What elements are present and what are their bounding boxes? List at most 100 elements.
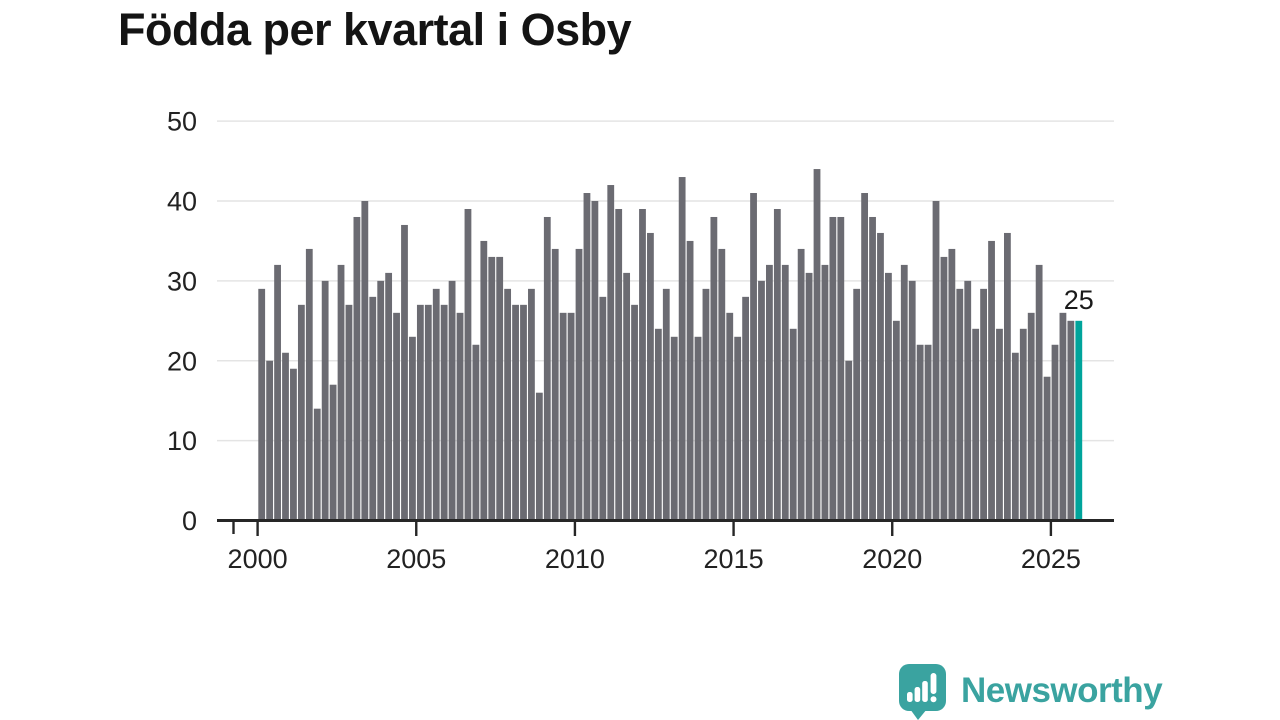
y-tick-label: 10 xyxy=(167,426,197,456)
bar xyxy=(726,312,734,521)
bar xyxy=(416,304,424,521)
bar xyxy=(805,272,813,521)
bar xyxy=(956,288,964,521)
x-tick-label: 2010 xyxy=(545,544,605,574)
chart-title: Födda per kvartal i Osby xyxy=(118,4,632,55)
bar xyxy=(282,352,289,521)
bar xyxy=(472,344,480,521)
bar xyxy=(924,344,932,521)
bar xyxy=(321,280,329,521)
bar xyxy=(988,240,995,521)
newsworthy-logo-icon xyxy=(899,664,946,720)
bar xyxy=(535,392,543,521)
bar xyxy=(464,208,472,521)
bar xyxy=(654,328,662,521)
bar xyxy=(297,304,305,521)
bar xyxy=(813,169,821,521)
bar xyxy=(290,368,297,521)
bar xyxy=(520,304,527,521)
bar xyxy=(861,193,869,521)
y-tick-label: 30 xyxy=(167,266,197,296)
bar xyxy=(266,360,274,521)
bar xyxy=(1027,312,1035,521)
bar xyxy=(734,336,742,521)
bar xyxy=(1035,264,1043,521)
x-tick-label: 2000 xyxy=(228,544,288,574)
bar xyxy=(853,288,861,521)
y-tick-label: 0 xyxy=(182,506,197,536)
x-tick-label: 2020 xyxy=(862,544,922,574)
y-tick-label: 20 xyxy=(167,346,197,376)
bar xyxy=(1004,232,1011,521)
bar xyxy=(639,208,646,521)
bar xyxy=(821,264,829,521)
bar xyxy=(718,248,726,521)
bar xyxy=(1067,320,1075,521)
bar xyxy=(377,280,385,521)
bar xyxy=(504,288,512,521)
bar xyxy=(313,408,321,521)
bar xyxy=(900,264,908,521)
x-tick-label: 2005 xyxy=(386,544,446,574)
bar xyxy=(829,216,837,521)
bar xyxy=(797,248,805,521)
bar xyxy=(710,216,718,521)
bar xyxy=(488,256,496,521)
bar xyxy=(409,336,416,521)
x-tick-label: 2015 xyxy=(704,544,764,574)
bar xyxy=(972,328,980,521)
bar xyxy=(1019,328,1027,521)
bar xyxy=(908,280,916,521)
bar xyxy=(1043,376,1051,521)
bar xyxy=(448,280,456,521)
bar xyxy=(885,272,892,521)
bar xyxy=(369,296,377,521)
bar xyxy=(528,288,535,521)
y-tick-label: 40 xyxy=(167,187,197,217)
bar xyxy=(742,296,750,521)
bar xyxy=(258,288,266,521)
bar xyxy=(440,304,448,521)
bar xyxy=(623,272,631,521)
bar xyxy=(512,304,519,521)
bar xyxy=(916,344,924,521)
bar xyxy=(948,248,956,521)
bar xyxy=(393,312,400,521)
bar xyxy=(337,264,345,521)
bar xyxy=(353,216,361,521)
bar xyxy=(305,248,313,521)
bar xyxy=(869,216,876,521)
bar xyxy=(750,193,757,521)
bar xyxy=(345,304,353,521)
bar xyxy=(591,201,599,521)
bar xyxy=(964,280,972,521)
bar xyxy=(758,280,765,521)
x-tick-label: 2025 xyxy=(1021,544,1081,574)
annotation-label: 25 xyxy=(1064,285,1094,315)
bar xyxy=(980,288,987,521)
highlighted-bar xyxy=(1075,320,1083,521)
bar xyxy=(694,336,702,521)
bar xyxy=(607,185,615,521)
bar xyxy=(543,216,551,521)
bar xyxy=(567,312,575,521)
bar xyxy=(789,328,797,521)
bar xyxy=(559,312,567,521)
newsworthy-logo-text: Newsworthy xyxy=(961,671,1163,710)
bar xyxy=(480,240,488,521)
bar xyxy=(647,232,654,521)
bar xyxy=(670,336,678,521)
y-tick-label: 50 xyxy=(167,107,197,137)
bar xyxy=(583,193,591,521)
bar xyxy=(1011,352,1019,521)
bar xyxy=(432,288,440,521)
bar xyxy=(773,208,781,521)
bar xyxy=(877,232,884,521)
bar xyxy=(892,320,900,521)
bar xyxy=(932,201,940,521)
bar xyxy=(631,304,638,521)
bar xyxy=(1051,344,1059,521)
bar xyxy=(424,304,432,521)
